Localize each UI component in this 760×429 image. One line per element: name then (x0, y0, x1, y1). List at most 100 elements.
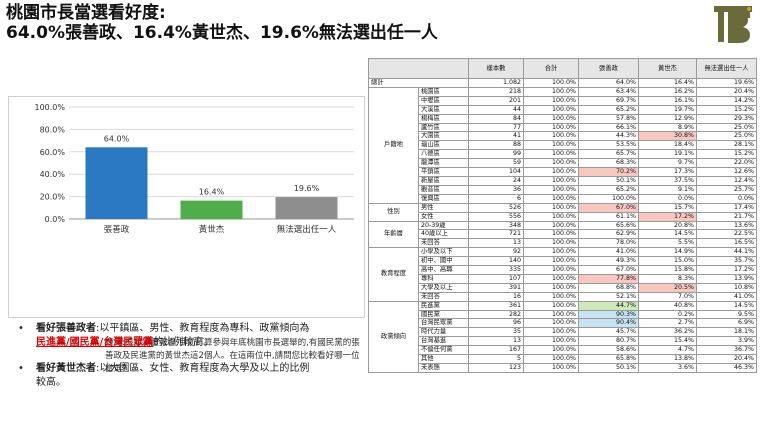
table-cell: 25.0% (696, 122, 757, 133)
row-label: 大溪區 (418, 104, 469, 115)
y-tick-label: 20.0% (40, 193, 66, 202)
table-cell: 20.5% (638, 282, 697, 293)
table-row: 時代力量 35 100.0% 45.7% 36.2% 18.1% (369, 327, 757, 338)
table-cell: 25.7% (696, 184, 757, 195)
table-cell: 100.0% (523, 140, 579, 151)
x-tick-label: 無法選出任一人 (277, 224, 337, 235)
row-label: 20-39歲 (418, 220, 469, 231)
group-label: 政黨傾向 (368, 300, 419, 373)
table-cell: 100.0% (523, 104, 579, 115)
table-row: 新屋區 24 100.0% 50.1% 37.5% 12.4% (369, 175, 757, 186)
table-cell: 0.0% (638, 193, 697, 204)
table-row: 未回答 16 100.0% 52.1% 7.0% 41.0% (369, 291, 757, 302)
row-label: 龍潭區 (418, 158, 469, 169)
table-row: 年齡層 20-39歲 348 100.0% 65.6% 20.8% 13.6% (368, 220, 757, 249)
table-cell: 65.8% (578, 354, 639, 364)
table-cell: 28.1% (696, 140, 757, 151)
row-label: 國民黨 (418, 309, 469, 320)
bar-chart-panel: 0.0% 20.0% 40.0% 60.0% 80.0% 100.0% 64.0% 張善政 16… (8, 96, 365, 374)
y-tick-label: 100.0% (34, 103, 65, 112)
table-cell: 77 (468, 122, 524, 133)
table-row: 戶籍地 桃園區 218 100.0% 63.4% 16.2% 20.4% (368, 86, 757, 204)
table-cell: 35 (468, 327, 524, 338)
table-cell: 100.0% (523, 95, 579, 106)
row-label: 復興區 (418, 193, 469, 204)
table-cell: 8.3% (638, 273, 697, 284)
page-title: 桃園市長當選看好度: 64.0%張善政、16.4%黃世杰、19.6%無法選出任一… (6, 3, 438, 43)
row-label: 新屋區 (418, 175, 469, 186)
table-cell: 99 (468, 149, 524, 160)
header-sample: 樣本數 (468, 58, 524, 79)
table-cell: 88 (468, 140, 524, 151)
table-cell: 64.0% (578, 78, 639, 88)
table-cell: 6.9% (696, 318, 757, 329)
header-total: 合計 (523, 58, 579, 79)
table-cell: 29.3% (696, 113, 757, 124)
table-cell: 16.1% (638, 95, 697, 106)
table-cell: 3.6% (638, 363, 697, 373)
table-cell: 100.0% (523, 202, 579, 213)
table-cell: 62.9% (578, 229, 639, 240)
brand-logo (712, 2, 754, 46)
table-cell: 68.8% (578, 282, 639, 293)
row-label: 中壢區 (418, 95, 469, 106)
table-cell: 58.6% (578, 345, 639, 356)
table-cell: 0.2% (638, 309, 697, 320)
row-label: 未回答 (418, 238, 469, 249)
table-cell: 348 (468, 220, 524, 231)
table-cell: 65.2% (578, 184, 639, 195)
table-cell: 36.7% (696, 345, 757, 356)
table-cell: 107 (468, 273, 524, 284)
table-cell: 100.0% (523, 318, 579, 329)
table-row: 平鎮區 104 100.0% 70.2% 17.3% 12.6% (369, 167, 757, 177)
table-cell: 2.7% (638, 318, 697, 329)
row-label: 台灣民眾黨 (418, 318, 469, 329)
table-cell: 18.1% (696, 327, 757, 338)
table-row: 未表態 123 100.0% 50.1% 3.6% 46.3% (369, 363, 757, 373)
header-none: 無法選出任一人 (696, 58, 757, 79)
table-cell: 12.4% (696, 175, 757, 186)
table-row: 性別 男性 526 100.0% 67.0% 15.7% 17.4% (368, 202, 757, 222)
table-cell: 44.1% (696, 247, 757, 258)
table-cell: 100.0% (523, 273, 579, 284)
row-label: 桃園區 (418, 86, 469, 97)
table-row: 復興區 6 100.0% 100.0% 0.0% 0.0% (369, 193, 757, 204)
table-cell: 8.9% (638, 122, 697, 133)
table-row: 龜山區 88 100.0% 53.5% 18.4% 28.1% (369, 140, 757, 151)
table-cell: 100.0% (523, 131, 579, 142)
table-cell: 20.8% (638, 220, 697, 231)
table-row: 40歲以上 721 100.0% 62.9% 14.5% 22.5% (369, 229, 757, 240)
table-cell: 13.6% (696, 220, 757, 231)
crosstab-table: 樣本數 合計 張善政 黃世杰 無法選出任一人 總計 1,082 100.0% 64.0… (368, 58, 757, 373)
row-label: 未表態 (418, 363, 469, 373)
table-cell: 9.7% (638, 158, 697, 169)
bullet-2-text: :以大園區、女性、教育程度為大學及以上的比例較高。 (36, 363, 310, 388)
table-row: 中壢區 201 100.0% 69.7% 16.1% 14.2% (369, 95, 757, 106)
table-cell: 100.0% (523, 220, 579, 231)
bullet-1: • 看好張善政者:以平鎮區、男性、教育程度為專科、政黨傾向為民進黨/國民黨/台灣… (18, 322, 318, 350)
table-cell: 20.4% (696, 86, 757, 97)
table-cell: 100.0% (523, 300, 579, 311)
table-cell: 100.0% (523, 363, 579, 373)
row-label: 平鎮區 (418, 167, 469, 177)
row-label: 大園區 (418, 131, 469, 142)
table-row: 其他 5 100.0% 65.8% 13.8% 20.4% (369, 354, 757, 364)
table-row: 女性 556 100.0% 61.1% 17.2% 21.7% (369, 211, 757, 222)
table-cell: 4.7% (638, 345, 697, 356)
table-cell: 391 (468, 282, 524, 293)
table-cell: 100.0% (523, 167, 579, 177)
table-cell: 44.3% (578, 131, 639, 142)
table-cell: 15.4% (638, 336, 697, 347)
row-label: 大學及以上 (418, 282, 469, 293)
table-cell: 19.6% (696, 78, 757, 88)
table-cell: 13.9% (696, 273, 757, 284)
table-cell: 20.4% (696, 354, 757, 364)
table-cell: 0.0% (696, 193, 757, 204)
table-cell: 100.0% (578, 193, 639, 204)
table-cell: 5 (468, 354, 524, 364)
header-chang: 張善政 (578, 58, 639, 79)
table-row: 觀音區 36 100.0% 65.2% 9.1% 25.7% (369, 184, 757, 195)
row-label: 龜山區 (418, 140, 469, 151)
table-cell: 100.0% (523, 184, 579, 195)
table-cell: 16.2% (638, 86, 697, 97)
